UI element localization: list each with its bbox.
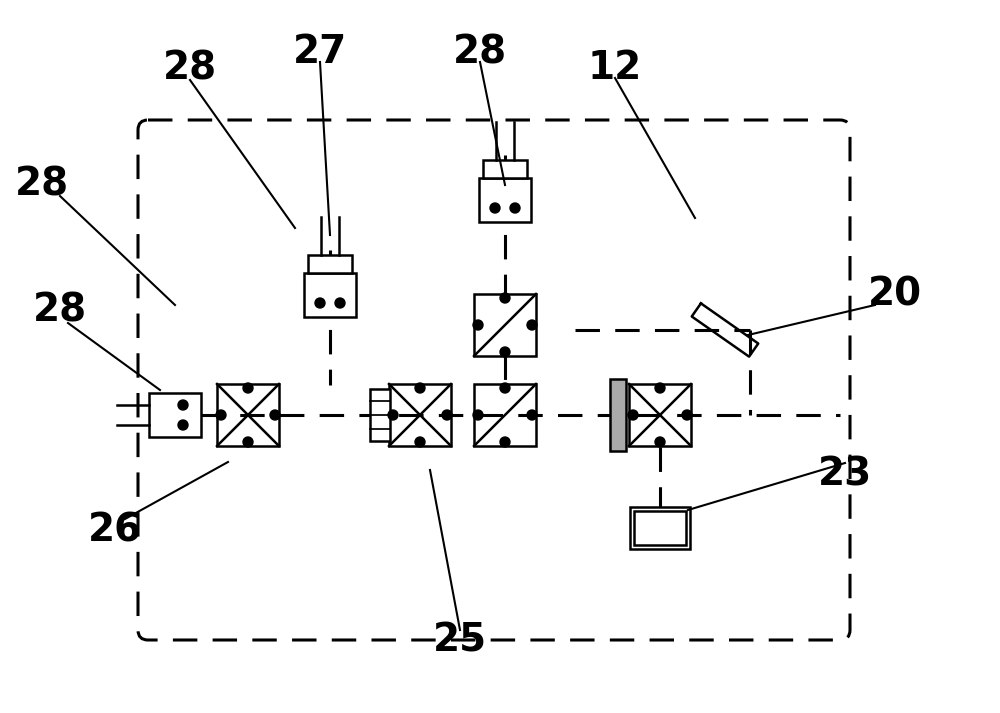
Bar: [474, 294, 536, 356]
Circle shape: [490, 203, 500, 213]
Text: 28: 28: [15, 166, 69, 204]
Circle shape: [510, 203, 520, 213]
Circle shape: [527, 320, 537, 330]
Circle shape: [415, 383, 425, 393]
Bar: [474, 384, 536, 446]
Text: 28: 28: [163, 49, 217, 87]
Text: 26: 26: [88, 511, 142, 549]
Circle shape: [270, 410, 280, 420]
Text: 23: 23: [818, 456, 872, 494]
Bar: [370, 389, 390, 441]
Bar: [217, 384, 279, 446]
Circle shape: [527, 410, 537, 420]
Circle shape: [243, 383, 253, 393]
Circle shape: [628, 410, 638, 420]
Bar: [479, 178, 531, 222]
Bar: [483, 160, 527, 178]
Bar: [389, 384, 451, 446]
Text: 12: 12: [588, 49, 642, 87]
Circle shape: [388, 410, 398, 420]
Text: 20: 20: [868, 276, 922, 314]
Bar: [149, 393, 201, 437]
Text: 28: 28: [33, 291, 87, 329]
Circle shape: [315, 298, 325, 308]
Circle shape: [682, 410, 692, 420]
Circle shape: [500, 347, 510, 357]
Circle shape: [243, 437, 253, 447]
Bar: [610, 379, 626, 451]
Circle shape: [500, 293, 510, 303]
Text: 28: 28: [453, 33, 507, 71]
Circle shape: [216, 410, 226, 420]
Circle shape: [473, 410, 483, 420]
Circle shape: [178, 420, 188, 430]
Circle shape: [415, 437, 425, 447]
Circle shape: [655, 383, 665, 393]
Circle shape: [473, 320, 483, 330]
Bar: [304, 273, 356, 317]
Circle shape: [178, 400, 188, 410]
Circle shape: [442, 410, 452, 420]
Circle shape: [335, 298, 345, 308]
Circle shape: [500, 437, 510, 447]
Bar: [630, 507, 690, 549]
Bar: [629, 384, 691, 446]
Bar: [634, 511, 686, 545]
Bar: [308, 255, 352, 273]
Circle shape: [500, 383, 510, 393]
Circle shape: [655, 437, 665, 447]
Text: 25: 25: [433, 621, 487, 659]
Text: 27: 27: [293, 33, 347, 71]
